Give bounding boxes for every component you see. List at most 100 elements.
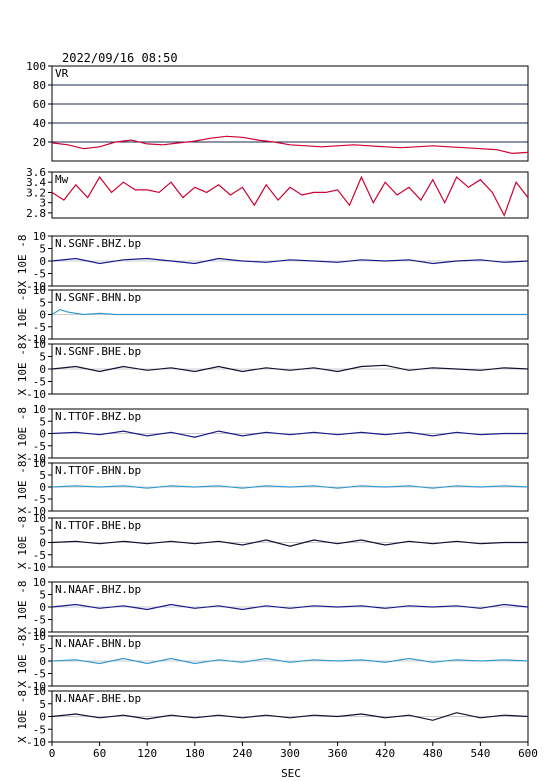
panel-label: Mw <box>55 173 69 186</box>
y-tick-label-2: 0 <box>39 481 46 494</box>
panel-frame <box>51 65 529 162</box>
y-tick-label-0: -10 <box>26 626 46 639</box>
series-line <box>51 135 529 155</box>
y-unit-label: X 10E -8 <box>16 407 29 460</box>
panel-label: N.SGNF.BHZ.bp <box>55 237 141 250</box>
y-unit-label: X 10E -8 <box>16 343 29 396</box>
y-tick-label-0: -10 <box>26 561 46 574</box>
x-tick-label-2: 120 <box>137 747 157 760</box>
x-tick-label-0: 0 <box>49 747 56 760</box>
x-tick-label-1: 60 <box>93 747 106 760</box>
y-tick-label-1: -5 <box>33 668 46 681</box>
y-tick-label-2: 0 <box>39 363 46 376</box>
y-unit-label: X 10E -8 <box>16 516 29 569</box>
y-tick-label-3: 5 <box>39 415 46 428</box>
series-line <box>51 485 529 489</box>
panel-label: N.TTOF.BHE.bp <box>55 519 141 532</box>
y-tick-label-0: -10 <box>26 680 46 693</box>
panel-label: N.NAAF.BHE.bp <box>55 692 141 705</box>
x-tick-label-6: 360 <box>328 747 348 760</box>
y-tick-label-0: 2.8 <box>26 207 46 220</box>
y-unit-label: X 10E -8 <box>16 288 29 341</box>
y-tick-label-1: -5 <box>33 376 46 389</box>
panel-label: N.NAAF.BHZ.bp <box>55 583 141 596</box>
y-tick-label-2: 0 <box>39 655 46 668</box>
y-tick-label-3: 5 <box>39 243 46 256</box>
y-tick-label-0: -10 <box>26 452 46 465</box>
x-tick-label-7: 420 <box>375 747 395 760</box>
y-tick-label-3: 5 <box>39 351 46 364</box>
panel-label: N.SGNF.BHN.bp <box>55 291 141 304</box>
x-axis-label: SEC <box>281 767 301 780</box>
panel-0: 20 40 60 80 100 VR <box>26 60 529 162</box>
y-tick-label-1: -5 <box>33 614 46 627</box>
y-tick-label-4: 10 <box>33 284 46 297</box>
y-tick-label-4: 3.6 <box>26 166 46 179</box>
series-line <box>51 364 529 373</box>
y-tick-label-3: 5 <box>39 643 46 656</box>
y-tick-label-4: 10 <box>33 630 46 643</box>
y-tick-label-4: 10 <box>33 576 46 589</box>
x-tick-label-4: 240 <box>232 747 252 760</box>
series-line <box>51 603 529 611</box>
y-tick-label-1: -5 <box>33 549 46 562</box>
x-tick-label-5: 300 <box>280 747 300 760</box>
y-tick-label-4: 10 <box>33 338 46 351</box>
series-line <box>51 175 529 217</box>
y-tick-label-0: -10 <box>26 280 46 293</box>
chart-panels: 20406080100VR2.833.23.43.6Mw-10-50510N.S… <box>16 60 529 749</box>
series-line <box>51 257 529 265</box>
y-unit-label: X 10E -8 <box>16 635 29 688</box>
x-tick-label-9: 540 <box>470 747 490 760</box>
y-tick-label-4: 10 <box>33 457 46 470</box>
y-tick-label-2: 0 <box>39 309 46 322</box>
y-tick-label-3: 5 <box>39 469 46 482</box>
y-tick-label-1: -5 <box>33 440 46 453</box>
chart-timestamp: 2022/09/16 08:50 <box>62 51 178 65</box>
y-tick-label-2: 0 <box>39 255 46 268</box>
y-tick-label-2: 3.2 <box>26 186 46 199</box>
y-tick-label-1: -5 <box>33 723 46 736</box>
y-tick-label-0: -10 <box>26 333 46 346</box>
y-unit-label: X 10E -8 <box>16 690 29 743</box>
y-tick-label-1: 3 <box>39 197 46 210</box>
y-tick-label-1: -5 <box>33 493 46 506</box>
panel-frame <box>51 171 529 219</box>
x-tick-label-3: 180 <box>185 747 205 760</box>
y-tick-label-0: -10 <box>26 736 46 749</box>
x-tick-label-8: 480 <box>423 747 443 760</box>
panel-label: N.SGNF.BHE.bp <box>55 345 141 358</box>
y-unit-label: X 10E -8 <box>16 461 29 514</box>
y-tick-label-1: -5 <box>33 321 46 334</box>
panel-label: N.TTOF.BHZ.bp <box>55 410 141 423</box>
series-line <box>51 308 528 316</box>
y-tick-label-4: 10 <box>33 512 46 525</box>
panel-label: VR <box>55 67 69 80</box>
y-tick-label-1: -5 <box>33 268 46 281</box>
y-tick-label-3: 5 <box>39 589 46 602</box>
y-tick-label-0: -10 <box>26 505 46 518</box>
panel-label: N.TTOF.BHN.bp <box>55 464 141 477</box>
y-tick-label-0: -10 <box>26 388 46 401</box>
y-tick-label-4: 10 <box>33 230 46 243</box>
series-line <box>51 712 529 721</box>
panel-1: 2.833.23.43.6 Mw <box>26 166 529 220</box>
y-tick-label-4: 10 <box>33 403 46 416</box>
y-tick-label-3: 5 <box>39 698 46 711</box>
y-unit-label: X 10E -8 <box>16 581 29 634</box>
series-line <box>51 657 529 665</box>
y-tick-label-4: 10 <box>33 685 46 698</box>
panel-label: N.NAAF.BHN.bp <box>55 637 141 650</box>
y-tick-label-3: 5 <box>39 296 46 309</box>
y-tick-label-2: 0 <box>39 428 46 441</box>
